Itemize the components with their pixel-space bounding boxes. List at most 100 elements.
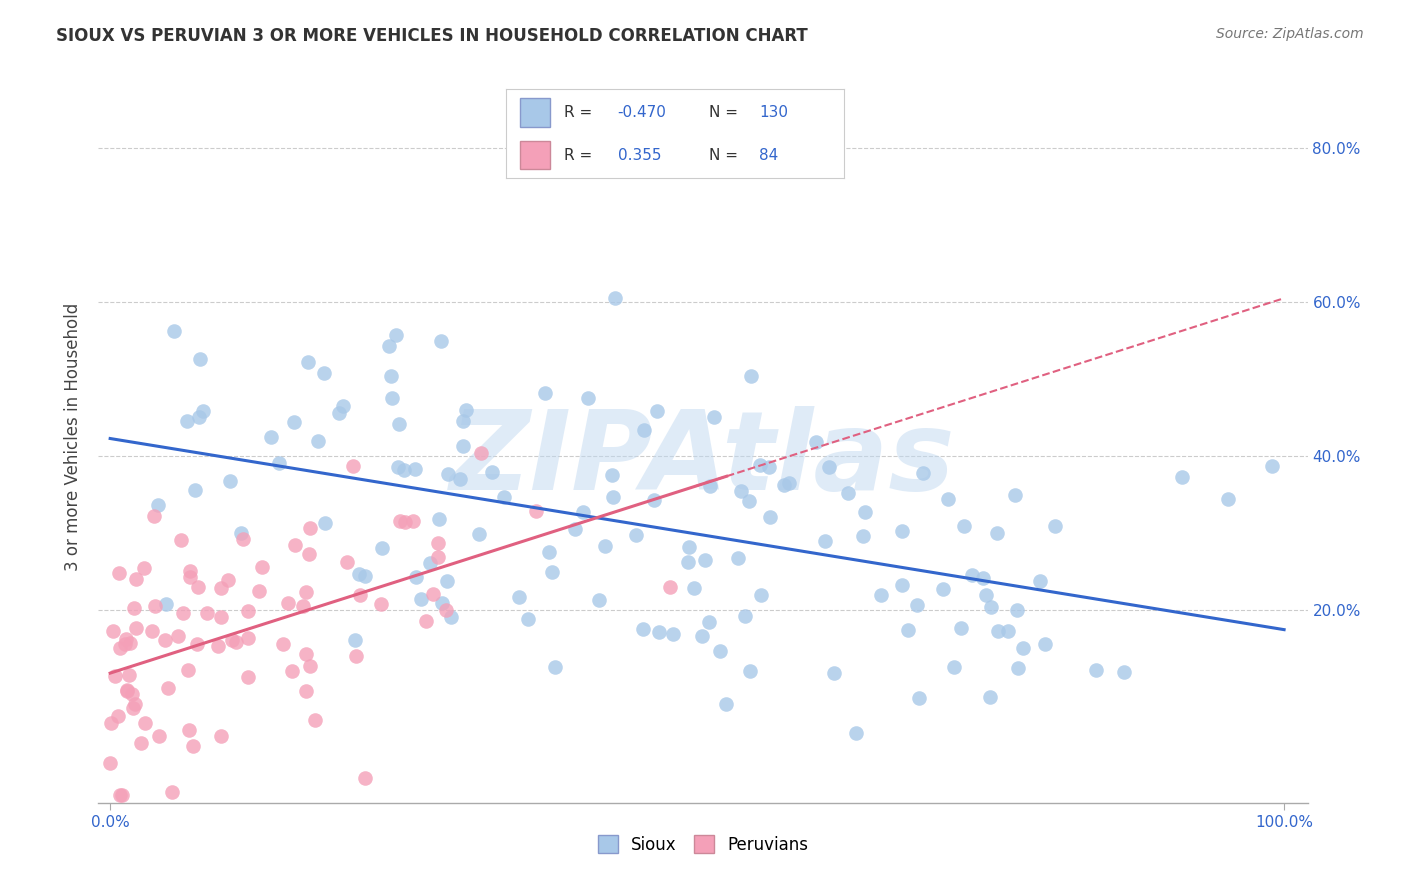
Point [179,570,201,584]
Point [1007,660,1029,674]
Point [853,505,876,519]
Point [187,580,209,594]
Point [176,415,198,429]
Point [186,637,208,651]
Text: R =: R = [564,148,592,162]
Point [631,622,654,636]
Point [160,785,183,799]
Point [537,545,560,559]
Point [148,498,170,512]
Point [470,446,492,460]
Point [284,538,307,552]
Point [692,629,714,643]
Point [603,291,626,305]
Point [1029,574,1052,588]
Point [124,697,146,711]
Point [292,599,315,613]
Point [371,541,394,556]
Point [209,581,232,595]
Point [405,462,427,476]
Point [229,526,252,541]
Point [481,466,503,480]
Point [314,516,336,531]
Point [344,633,367,648]
Text: 84: 84 [759,148,779,162]
Point [125,621,148,635]
Point [236,604,259,618]
Point [960,568,983,582]
Point [1171,470,1194,484]
Point [852,529,875,543]
Point [658,580,681,594]
Point [307,434,329,449]
Point [772,478,794,492]
Point [172,606,194,620]
Point [163,324,186,338]
Point [225,634,247,648]
Point [1007,603,1029,617]
FancyBboxPatch shape [520,141,550,169]
Point [738,494,761,508]
Point [759,510,782,524]
Point [232,533,254,547]
Point [394,515,416,529]
Point [972,571,994,585]
Point [277,596,299,610]
Point [734,608,756,623]
Point [387,417,409,431]
Point [911,466,934,480]
Point [837,486,859,500]
Point [349,588,371,602]
Point [730,484,752,499]
Point [890,524,912,538]
Point [209,729,232,743]
Point [100,716,122,731]
Point [436,574,458,588]
Point [354,771,377,785]
Point [430,334,453,349]
Point [426,549,449,564]
Point [1004,488,1026,502]
Point [748,458,770,472]
Point [297,355,319,369]
Point [143,599,166,614]
Point [804,434,827,449]
Point [778,475,800,490]
Point [845,726,868,740]
Point [1216,491,1239,506]
Point [294,584,316,599]
Point [250,560,273,574]
Point [645,404,668,418]
Point [593,539,616,553]
Point [588,593,610,607]
Point [273,637,295,651]
Point [949,621,972,635]
Point [814,533,837,548]
Legend: Sioux, Peruvians: Sioux, Peruvians [592,829,814,860]
Point [451,414,474,428]
Text: 130: 130 [759,105,789,120]
Point [517,612,540,626]
Point [100,756,122,770]
Point [624,528,647,542]
Point [716,697,738,711]
Point [179,723,201,737]
Point [188,352,211,367]
Point [294,648,316,662]
Text: ZIPAtlas: ZIPAtlas [450,406,956,513]
Point [108,640,131,655]
Point [115,683,138,698]
Point [1114,665,1136,679]
Point [1012,640,1035,655]
Y-axis label: 3 or more Vehicles in Household: 3 or more Vehicles in Household [65,303,83,571]
Point [427,511,450,525]
Point [415,614,437,628]
Point [108,788,131,802]
Point [905,599,928,613]
Point [405,570,427,584]
Point [177,664,200,678]
Text: SIOUX VS PERUVIAN 3 OR MORE VEHICLES IN HOUSEHOLD CORRELATION CHART: SIOUX VS PERUVIAN 3 OR MORE VEHICLES IN … [56,27,808,45]
Point [153,633,176,648]
Point [332,400,354,414]
Point [633,423,655,437]
